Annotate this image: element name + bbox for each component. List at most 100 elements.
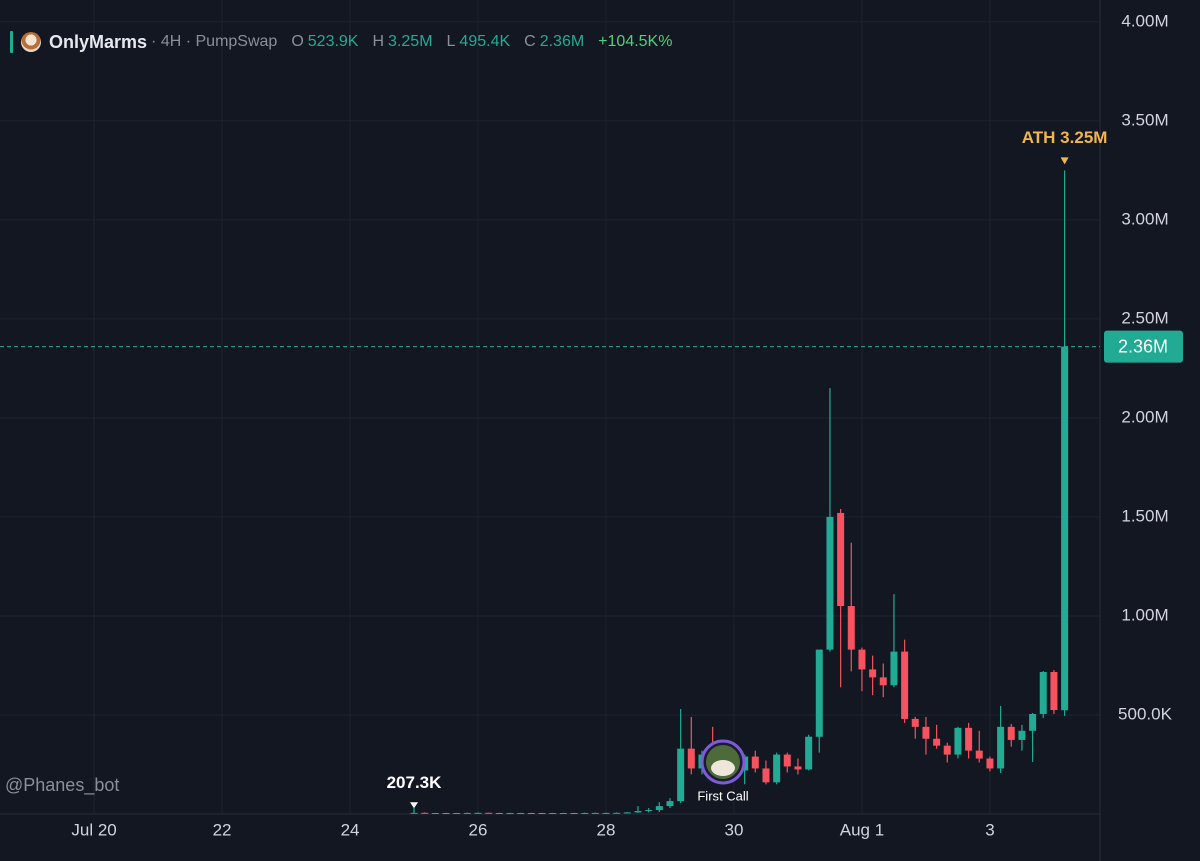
candle-body [858, 649, 866, 670]
candle-body [1061, 346, 1069, 711]
first-call-label: First Call [697, 788, 748, 803]
candle-body [869, 669, 877, 678]
y-tick-label: 2.00M [1121, 407, 1168, 426]
candle-body [570, 812, 578, 814]
candle-body [1050, 671, 1058, 711]
candle-body [506, 813, 514, 815]
ohlc-value: 495.4K [459, 33, 511, 50]
annotations: 2.36M ATH 3.25M 207.3K [0, 128, 1183, 809]
x-tick-label: 28 [597, 820, 616, 839]
y-tick-label: 1.50M [1121, 506, 1168, 525]
symbol[interactable]: OnlyMarms [49, 31, 148, 52]
candle-body [1018, 730, 1026, 740]
ath-label: ATH 3.25M [1022, 128, 1108, 147]
grid [0, 0, 1100, 814]
last-price-tag [1104, 330, 1183, 363]
x-tick-label: Aug 1 [840, 820, 884, 839]
low-label: 207.3K [387, 773, 443, 792]
y-tick-label: 3.50M [1121, 110, 1168, 129]
x-tick-label: 24 [341, 820, 360, 839]
ohlc-key: C [524, 33, 536, 50]
watermark: @Phanes_bot [5, 775, 119, 796]
candle-body [591, 812, 599, 814]
x-tick-label: 30 [725, 820, 744, 839]
candle-body [410, 812, 418, 814]
candle-body [687, 748, 695, 769]
first-call-marker [700, 739, 746, 785]
ohlc-key: O [291, 33, 304, 50]
candle-body [783, 754, 791, 767]
candle-body [677, 748, 685, 802]
candle-body [975, 750, 983, 759]
candle-body [837, 512, 845, 607]
candle-body [538, 813, 546, 815]
candle-body [762, 768, 770, 783]
avatar-figure [711, 760, 735, 776]
candle-body [890, 651, 898, 686]
candle-body [421, 812, 429, 814]
candle-body [527, 812, 535, 814]
candle-body [751, 756, 759, 769]
candle-body [463, 812, 471, 814]
candle-body [666, 801, 674, 807]
candle-body [1029, 713, 1037, 731]
candle-body [933, 738, 941, 746]
candle-body [655, 806, 663, 811]
x-tick-label: 22 [213, 820, 232, 839]
candle-body [623, 812, 631, 814]
candle-body [815, 649, 823, 737]
candles [410, 170, 1069, 815]
candle-body [549, 813, 557, 815]
candle-body [581, 812, 589, 814]
candle-body [1039, 671, 1047, 714]
candle-body [613, 812, 621, 814]
y-tick-label: 500.0K [1118, 704, 1173, 723]
candle-body [1007, 726, 1015, 740]
candle-body [922, 726, 930, 739]
candle-body [965, 727, 973, 751]
change: +104.5K% [598, 33, 673, 50]
ohlc-value: 3.25M [388, 33, 433, 50]
header-accent [10, 31, 13, 53]
meta: · 4H · PumpSwap [151, 33, 278, 50]
x-tick-label: Jul 20 [71, 820, 116, 839]
candle-body [474, 812, 482, 814]
candle-body [773, 754, 781, 783]
candle-body [879, 677, 887, 686]
candle-body [943, 745, 951, 755]
y-tick-label: 4.00M [1121, 11, 1168, 30]
header: OnlyMarms · 4H · PumpSwap O 523.9K H 3.25M… [10, 30, 672, 54]
candle-body [602, 812, 610, 814]
y-tick-label: 2.50M [1121, 308, 1168, 327]
ohlc-key: H [372, 33, 385, 50]
candle-body [517, 812, 525, 814]
candle-body [794, 766, 802, 770]
last-price-label: 2.36M [1118, 336, 1168, 356]
ohlc-value: 523.9K [307, 33, 359, 50]
candle-body [442, 813, 450, 815]
candle-body [911, 718, 919, 727]
candle-body [847, 606, 855, 650]
candle-body [485, 812, 493, 814]
y-tick-label: 3.00M [1121, 209, 1168, 228]
ath-marker [1060, 157, 1069, 165]
candle-body [645, 810, 653, 812]
y-tick-label: 1.00M [1121, 605, 1168, 624]
ohlc-key: L [446, 33, 456, 50]
candle-body [826, 516, 834, 650]
candle-body [495, 813, 503, 815]
token-avatar [21, 32, 41, 52]
candle-body [805, 736, 813, 770]
candle-body [997, 726, 1005, 769]
candle-body [901, 651, 909, 719]
candle-body [954, 727, 962, 755]
candle-body [453, 813, 461, 815]
candle-body [559, 812, 567, 814]
candle-body [986, 758, 994, 769]
ohlc-value: 2.36M [539, 33, 585, 50]
x-tick-label: 3 [985, 820, 994, 839]
candle-body [431, 813, 439, 815]
